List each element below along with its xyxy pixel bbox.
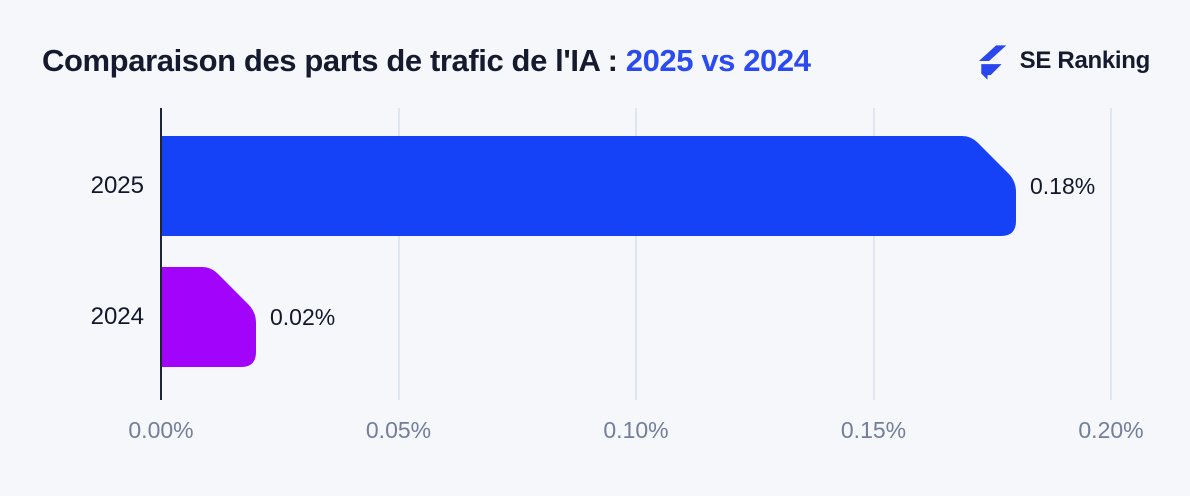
chart-title-highlight: 2025 vs 2024 bbox=[625, 43, 811, 78]
bar-2024 bbox=[161, 267, 257, 367]
category-label-2025: 2025 bbox=[90, 172, 144, 199]
value-label-2025: 0.18% bbox=[1030, 173, 1096, 199]
y-axis-line bbox=[160, 108, 162, 400]
value-label-2024: 0.02% bbox=[270, 304, 336, 330]
se-ranking-bolt-icon bbox=[978, 45, 1006, 80]
gridline bbox=[1110, 108, 1112, 400]
se-ranking-logo: SE Ranking bbox=[975, 38, 1150, 84]
plot-area: 0.18% 0.02% bbox=[161, 108, 1112, 400]
bar-2025 bbox=[161, 136, 1017, 236]
x-tick-label: 0.20% bbox=[1078, 417, 1144, 443]
header: Comparaison des parts de trafic de l'IA … bbox=[42, 36, 1150, 86]
category-label-2024: 2024 bbox=[90, 303, 144, 330]
se-ranking-logo-text: SE Ranking bbox=[1019, 47, 1151, 74]
gridline bbox=[635, 108, 637, 400]
x-tick-label: 0.00% bbox=[128, 417, 194, 443]
chart-title: Comparaison des parts de trafic de l'IA … bbox=[42, 43, 811, 79]
x-tick-label: 0.10% bbox=[603, 417, 669, 443]
x-tick-label: 0.05% bbox=[365, 417, 432, 443]
chart-title-main: Comparaison des parts de trafic de l'IA … bbox=[42, 43, 626, 78]
gridline bbox=[872, 108, 875, 400]
gridline bbox=[397, 108, 400, 400]
x-tick-label: 0.15% bbox=[840, 417, 907, 443]
x-axis-tick-labels: 0.00% 0.05% 0.10% 0.15% 0.20% bbox=[128, 400, 1143, 460]
